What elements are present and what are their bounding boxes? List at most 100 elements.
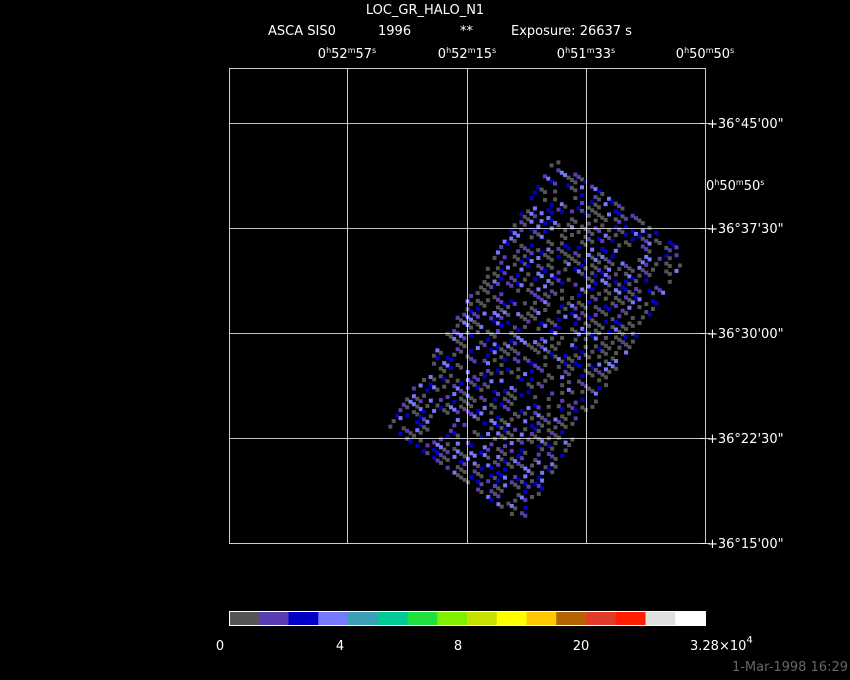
pixel xyxy=(600,215,605,220)
pixel xyxy=(499,260,504,265)
pixel xyxy=(529,243,534,248)
pixel xyxy=(512,357,517,361)
pixel xyxy=(593,328,598,333)
pixel xyxy=(455,378,460,383)
pixel xyxy=(583,384,588,389)
pixel xyxy=(509,299,514,304)
pixel xyxy=(644,239,649,244)
pixel xyxy=(536,413,541,418)
pixel xyxy=(596,213,601,218)
pixel xyxy=(623,232,628,237)
pixel xyxy=(495,281,500,286)
pixel xyxy=(560,430,565,435)
pixel xyxy=(634,216,638,221)
pixel xyxy=(553,464,558,469)
pixel xyxy=(613,303,618,308)
pixel xyxy=(432,448,437,453)
pixel xyxy=(519,432,524,437)
pixel xyxy=(502,255,507,260)
pixel xyxy=(469,301,473,306)
pixel xyxy=(519,212,524,217)
pixel xyxy=(630,213,635,218)
pixel xyxy=(519,456,524,461)
pixel xyxy=(549,257,554,262)
pixel xyxy=(495,250,500,255)
pixel xyxy=(556,435,561,440)
pixel xyxy=(469,404,474,409)
pixel xyxy=(627,274,632,279)
pixel xyxy=(573,322,578,326)
pixel xyxy=(516,367,521,372)
pixel xyxy=(623,224,628,229)
pixel xyxy=(536,476,541,481)
pixel xyxy=(435,387,440,392)
pixel xyxy=(445,434,450,439)
pixel xyxy=(617,282,622,287)
pixel xyxy=(664,261,669,266)
pixel xyxy=(540,478,545,483)
pixel xyxy=(492,460,497,465)
pixel xyxy=(569,178,574,182)
pixel xyxy=(499,449,504,454)
pixel xyxy=(644,254,649,259)
pixel xyxy=(502,239,507,244)
pixel xyxy=(583,352,588,357)
number: 0 xyxy=(676,47,684,62)
pixel xyxy=(549,202,554,207)
pixel xyxy=(469,443,474,448)
pixel xyxy=(603,257,608,262)
pixel xyxy=(546,294,551,299)
pixel xyxy=(492,389,497,394)
pixel xyxy=(415,396,420,401)
ra-label: 0h52m15s xyxy=(438,46,496,62)
pixel xyxy=(499,315,504,320)
pixel xyxy=(577,379,581,384)
pixel xyxy=(405,413,410,418)
colorbar-segment xyxy=(348,611,379,625)
pixel xyxy=(526,288,531,292)
pixel xyxy=(533,395,538,400)
pixel xyxy=(526,437,531,442)
pixel xyxy=(576,245,581,250)
pixel xyxy=(667,240,672,245)
pixel xyxy=(455,441,460,446)
pixel xyxy=(516,257,521,262)
pixel xyxy=(513,506,518,511)
pixel xyxy=(539,384,544,389)
pixel xyxy=(620,285,625,290)
pixel xyxy=(573,408,578,413)
pixel xyxy=(489,489,494,494)
pixel xyxy=(532,206,537,211)
pixel xyxy=(506,352,511,357)
pixel xyxy=(590,263,595,268)
dec-label: +36°15'00" xyxy=(707,537,784,552)
pixel xyxy=(613,209,618,214)
pixel xyxy=(597,378,602,383)
pixel xyxy=(553,220,558,225)
pixel xyxy=(580,224,585,229)
pixel xyxy=(624,271,628,276)
pixel xyxy=(597,268,601,273)
pixel xyxy=(395,413,400,418)
pixel xyxy=(523,372,528,377)
pixel xyxy=(590,247,595,252)
pixel xyxy=(590,231,595,236)
pixel xyxy=(613,288,618,293)
pixel xyxy=(546,216,551,221)
pixel xyxy=(614,366,619,371)
pixel xyxy=(553,291,558,296)
pixel xyxy=(448,373,453,378)
pixel xyxy=(590,404,595,409)
pixel xyxy=(576,332,581,337)
pixel xyxy=(529,290,534,295)
pixel xyxy=(580,185,584,190)
pixel xyxy=(620,308,625,313)
pixel xyxy=(499,378,504,383)
pixel xyxy=(438,398,443,402)
pixel xyxy=(566,364,571,369)
pixel xyxy=(425,451,430,456)
pixel xyxy=(526,319,531,324)
colorbar-segment xyxy=(675,611,706,625)
pixel xyxy=(489,285,494,289)
pixel xyxy=(624,334,629,339)
